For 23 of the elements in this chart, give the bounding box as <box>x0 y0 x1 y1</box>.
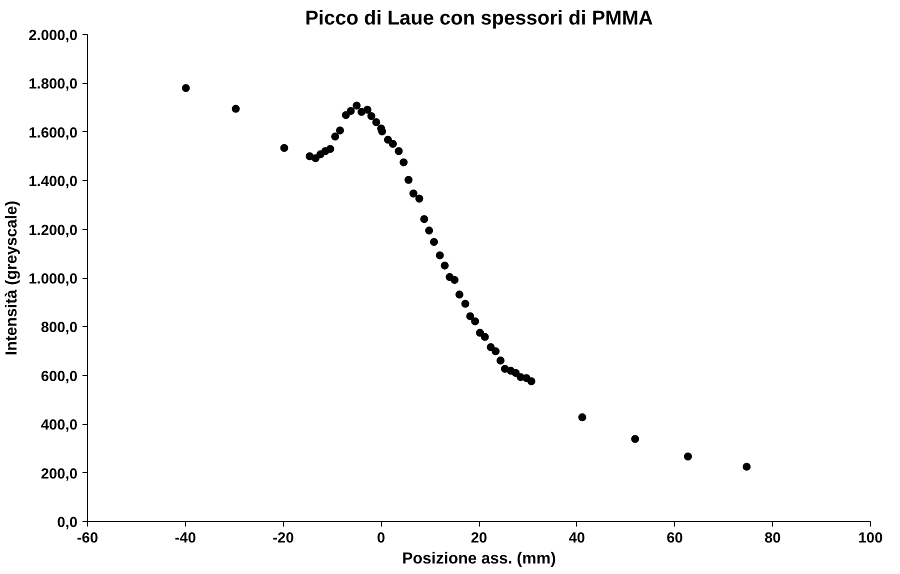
y-tick-label: 2.000,0 <box>28 28 78 44</box>
x-tick-label: -60 <box>76 530 98 546</box>
y-tick-label: 1.800,0 <box>28 76 78 93</box>
x-tick-label: 60 <box>666 530 683 546</box>
y-tick-label: 400,0 <box>40 418 78 434</box>
y-tick-label: 0,0 <box>57 515 78 531</box>
x-tick-label: -20 <box>272 530 294 546</box>
y-tick-label: 1.600,0 <box>28 125 78 142</box>
y-tick-label: 1.200,0 <box>28 222 78 239</box>
y-axis-title: Intensità (greyscale) <box>4 200 21 356</box>
chart-title: Picco di Laue con spessori di PMMA <box>305 8 653 30</box>
x-tick-label: 40 <box>568 530 586 546</box>
x-tick-label: 100 <box>858 530 883 546</box>
x-tick-label: -40 <box>174 530 196 546</box>
y-tick-label: 800,0 <box>40 320 78 336</box>
x-tick-label: 20 <box>470 530 488 546</box>
x-tick-label: 0 <box>377 530 386 546</box>
x-tick-label: 80 <box>764 530 781 546</box>
x-axis-title: Posizione ass. (mm) <box>402 550 556 568</box>
y-tick-label: 600,0 <box>40 368 78 385</box>
y-tick-label: 1.400,0 <box>28 174 78 190</box>
y-tick-label: 1.000,0 <box>28 272 78 288</box>
y-tick-label: 200,0 <box>40 466 78 482</box>
